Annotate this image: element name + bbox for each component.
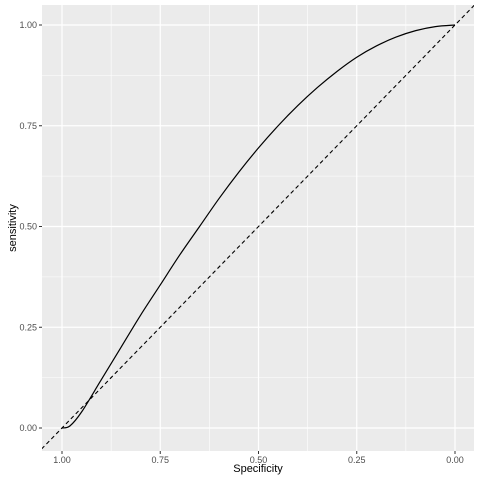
x-tick-label: 0.00	[446, 455, 464, 465]
major-grid	[42, 5, 474, 451]
x-tick-label: 1.00	[53, 455, 71, 465]
y-tick-label: 1.00	[19, 20, 37, 30]
y-axis-title: sensitivity	[7, 204, 19, 252]
y-tick-label: 0.75	[19, 121, 37, 131]
y-tick-label: 0.25	[19, 322, 37, 332]
x-tick-label: 0.50	[250, 455, 268, 465]
roc-curve-line	[61, 24, 456, 429]
reference-diagonal-line	[42, 5, 474, 450]
series-layer	[42, 5, 474, 450]
x-tick-label: 0.25	[348, 455, 366, 465]
x-tick-label: 0.75	[151, 455, 169, 465]
y-tick-label: 0.00	[19, 423, 37, 433]
x-axis: 1.00 0.75 0.50 0.25 0.00	[53, 451, 464, 465]
y-axis: 0.00 0.25 0.50 0.75 1.00	[19, 20, 42, 433]
x-axis-title: Specificity	[233, 463, 283, 475]
y-tick-label: 0.50	[19, 222, 37, 232]
